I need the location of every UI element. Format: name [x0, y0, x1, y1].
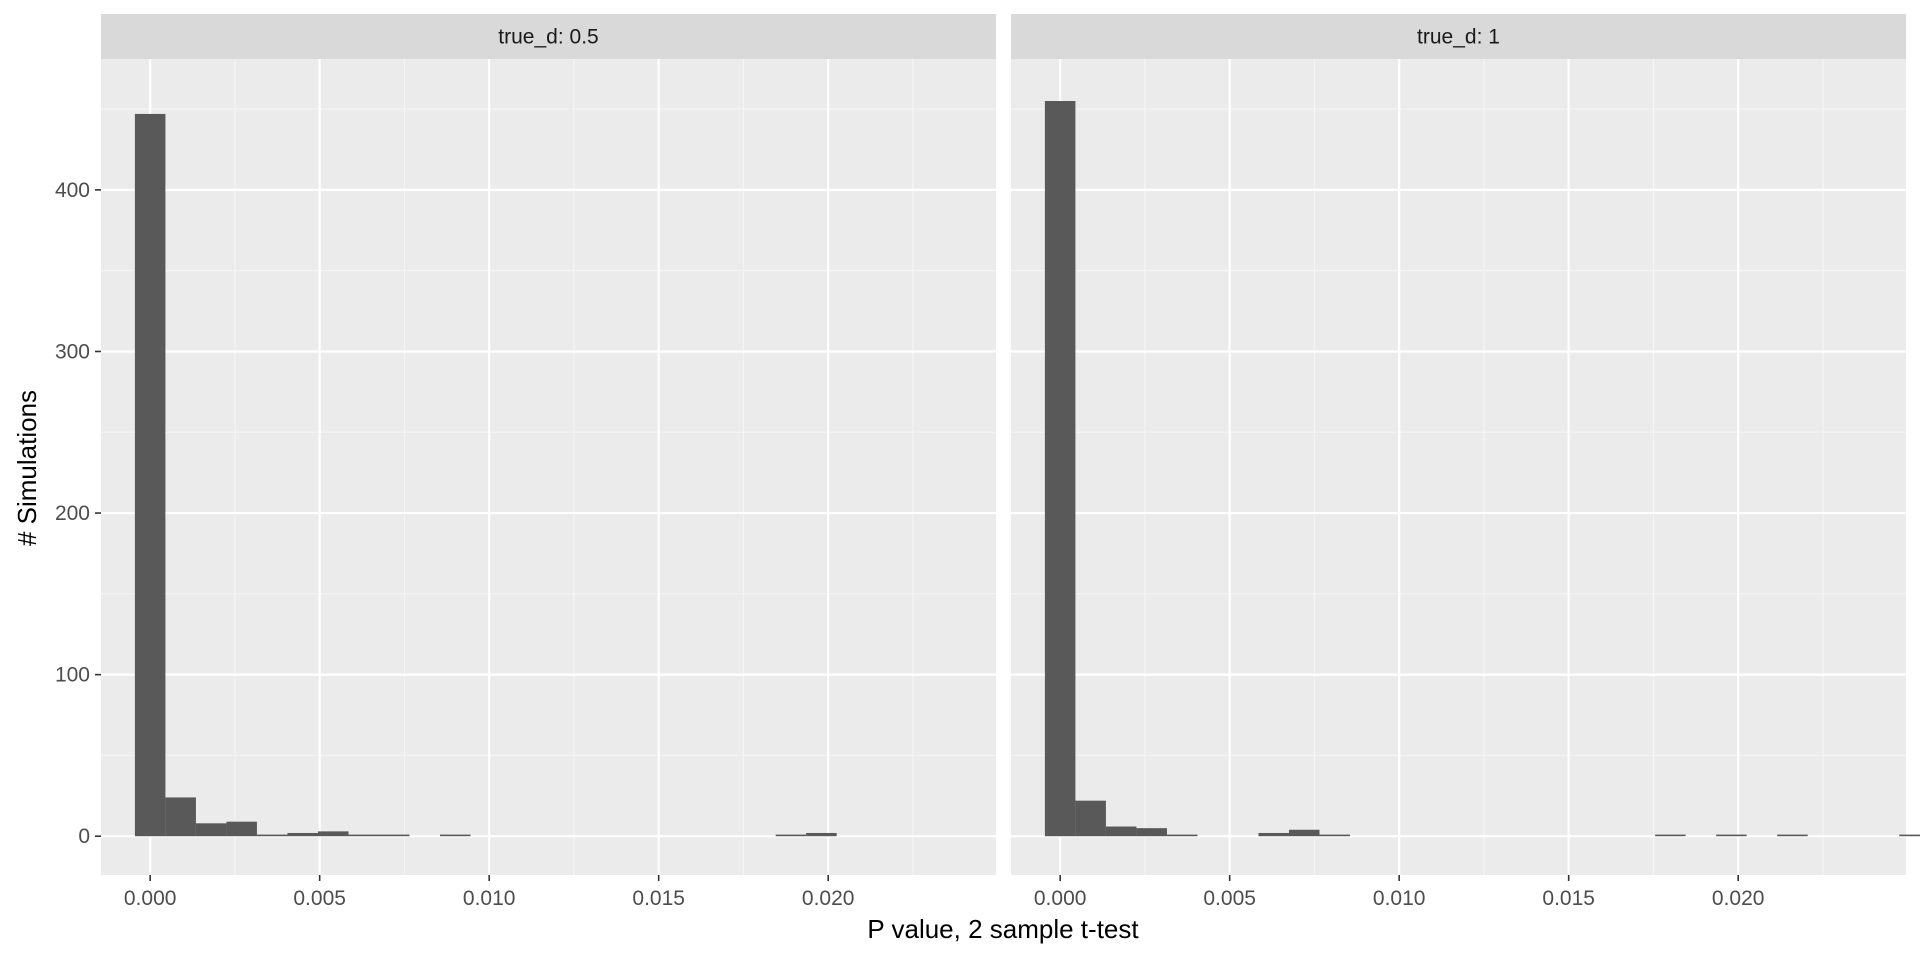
histogram-bar: [134, 113, 166, 837]
x-tick-label: 0.005: [1203, 887, 1256, 910]
y-tick-label: 300: [55, 340, 90, 363]
x-tick-label: 0.015: [632, 887, 685, 910]
histogram-bar: [348, 834, 379, 837]
x-axis-title: P value, 2 sample t-test: [867, 914, 1139, 944]
histogram-bar: [1655, 834, 1686, 837]
histogram-bar: [1075, 800, 1106, 837]
x-tick-label: 0.010: [1373, 887, 1426, 910]
y-tick-label: 200: [55, 502, 90, 525]
panel-background: [101, 59, 996, 875]
histogram-bar: [378, 834, 410, 837]
histogram-bar: [1105, 826, 1137, 837]
x-tick-label: 0.000: [124, 887, 177, 910]
histogram-bar: [317, 831, 349, 837]
histogram-bar: [1044, 101, 1076, 837]
x-tick-label: 0.000: [1034, 887, 1087, 910]
facet-strip-label: true_d: 1: [1417, 26, 1500, 49]
histogram-bar: [1136, 828, 1167, 837]
x-tick-label: 0.010: [463, 887, 516, 910]
histogram-bar: [165, 797, 196, 837]
histogram-bar: [1166, 834, 1198, 837]
histogram-bar: [256, 834, 288, 837]
x-tick-label: 0.020: [1712, 887, 1765, 910]
y-axis-title: # Simulations: [12, 390, 42, 546]
histogram-bar: [806, 832, 837, 837]
histogram-bar: [195, 823, 227, 837]
histogram-bar: [1716, 834, 1747, 837]
histogram-bar: [1288, 829, 1320, 837]
facet-strip: [1011, 14, 1906, 59]
x-tick-label: 0.005: [293, 887, 346, 910]
x-tick-label: 0.020: [802, 887, 855, 910]
histogram-bar: [226, 821, 257, 837]
histogram-bar: [440, 834, 471, 837]
histogram-bar: [1777, 834, 1808, 837]
histogram-bar: [1319, 834, 1351, 837]
x-tick-label: 0.015: [1542, 887, 1595, 910]
facet-panel: true_d: 1 0.000 0.005 0.010 0.015 0.020: [1011, 14, 1920, 910]
y-tick-label: 0: [78, 825, 90, 848]
histogram-bar: [775, 834, 807, 837]
y-tick-label: 100: [55, 664, 90, 687]
histogram-bar: [1899, 834, 1920, 837]
facet-strip: [101, 14, 996, 59]
facet-panel: true_d: 0.5 0.000 0.005 0.010 0.015 0.020 0 100…: [55, 14, 996, 910]
panel-background: [1011, 59, 1906, 875]
facet-strip-label: true_d: 0.5: [498, 26, 598, 49]
y-tick-label: 400: [55, 179, 90, 202]
histogram-bar: [287, 832, 318, 837]
histogram-bar: [1258, 832, 1289, 837]
